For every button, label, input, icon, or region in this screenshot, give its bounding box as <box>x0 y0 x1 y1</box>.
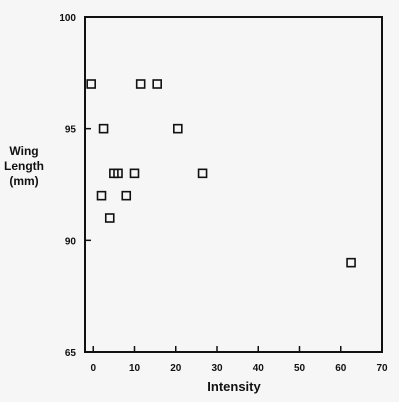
data-point <box>135 79 146 89</box>
data-point <box>197 168 208 179</box>
y-axis-label-line: (mm) <box>9 174 38 188</box>
x-tick-label: 70 <box>376 363 388 374</box>
data-point <box>86 79 96 89</box>
x-axis-label: Intensity <box>207 379 261 394</box>
plot-frame <box>84 16 383 353</box>
data-points <box>86 79 356 268</box>
data-point <box>173 123 183 134</box>
y-axis-ticks: 65 90 95 100 <box>59 13 91 359</box>
x-tick-label: 40 <box>253 363 265 374</box>
y-tick-label: 95 <box>65 125 77 136</box>
y-tick-label: 65 <box>65 348 77 359</box>
y-axis-label-line: Length <box>4 159 44 173</box>
y-tick-label: 90 <box>65 236 77 247</box>
x-tick-label: 10 <box>129 363 141 374</box>
data-point <box>346 257 356 268</box>
data-point <box>152 79 162 89</box>
x-axis-ticks: 0 10 20 30 40 50 60 70 <box>90 346 388 374</box>
data-point <box>129 168 140 179</box>
data-point <box>121 190 132 201</box>
x-tick-label: 0 <box>90 363 96 374</box>
x-tick-label: 20 <box>170 363 182 374</box>
data-point <box>104 213 115 223</box>
data-point <box>113 168 123 179</box>
data-point <box>96 190 107 201</box>
data-point <box>98 123 109 134</box>
x-tick-label: 50 <box>294 363 306 374</box>
x-tick-label: 60 <box>335 363 347 374</box>
x-tick-label: 30 <box>211 363 223 374</box>
y-tick-label: 100 <box>59 13 76 24</box>
y-axis-label-line: Wing <box>9 144 38 158</box>
